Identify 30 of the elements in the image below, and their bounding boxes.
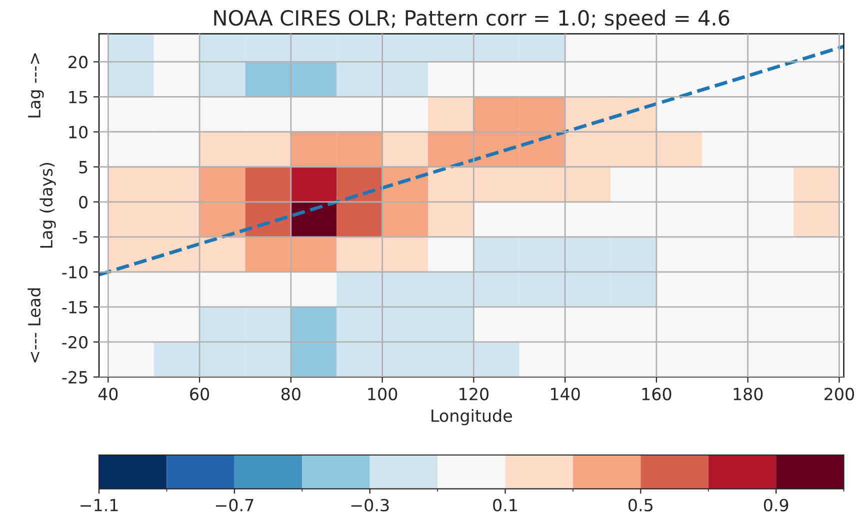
y-tick-label: 20 <box>68 56 88 68</box>
y-tick-label: -20 <box>62 336 88 349</box>
y-tick-label: -25 <box>62 370 88 384</box>
y-tick-label: -10 <box>62 266 88 279</box>
y-tick-label: -5 <box>72 231 88 244</box>
color-bar-label: 0.9 <box>764 498 788 512</box>
x-tick-label: 180 <box>734 388 763 400</box>
x-tick-label: 140 <box>550 388 580 400</box>
x-tick-label: 160 <box>642 388 672 400</box>
y-tick-label: 5 <box>79 161 88 174</box>
x-tick-label: 120 <box>460 388 488 400</box>
x-axis-title: Longitude <box>432 409 512 426</box>
x-tick-label: 60 <box>190 388 210 400</box>
y-tick-label: -15 <box>62 301 88 314</box>
color-bar-label: −0.3 <box>351 498 389 512</box>
color-bar-label: −0.7 <box>216 498 254 512</box>
y-tick-label: 0 <box>79 196 88 208</box>
color-bar-label: 0.5 <box>628 498 652 512</box>
x-tick-label: 200 <box>824 388 854 400</box>
y-tick-label: 10 <box>69 126 88 138</box>
y-axis-title: Lag (days) <box>40 162 56 248</box>
x-tick-label: 100 <box>368 388 398 400</box>
text: Lag ---> <box>28 53 44 118</box>
color-bar-label: −1.1 <box>80 499 118 512</box>
x-tick-label: 80 <box>281 388 300 400</box>
chart-title: NOAA CIRES OLR; Pattern corr = 1.0; speed = 4.6 <box>214 10 730 30</box>
color-bar-label: 0.1 <box>493 498 517 512</box>
text: <--- Lead <box>28 288 41 362</box>
x-tick-label: 40 <box>98 388 118 400</box>
y-tick-label: 15 <box>69 91 88 104</box>
